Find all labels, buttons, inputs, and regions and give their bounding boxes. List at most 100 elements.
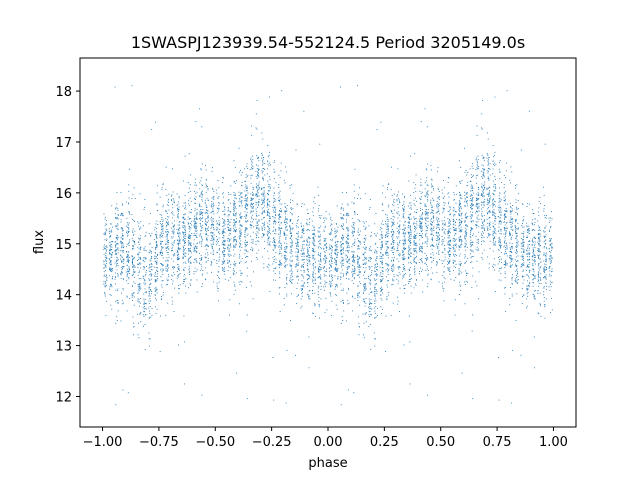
data-point bbox=[421, 214, 423, 216]
data-point bbox=[494, 217, 496, 219]
data-point bbox=[422, 242, 424, 244]
data-point bbox=[470, 236, 472, 238]
data-point bbox=[127, 255, 129, 257]
data-point bbox=[274, 220, 276, 221]
data-point bbox=[517, 208, 519, 210]
data-point bbox=[188, 261, 190, 262]
data-point bbox=[420, 182, 422, 184]
data-point bbox=[137, 274, 139, 276]
data-point bbox=[174, 287, 176, 289]
data-point bbox=[137, 289, 139, 291]
data-point bbox=[296, 226, 298, 228]
data-point bbox=[121, 245, 123, 247]
data-point bbox=[453, 199, 455, 201]
data-point bbox=[244, 236, 246, 238]
data-point bbox=[138, 241, 140, 243]
data-point bbox=[410, 235, 412, 237]
data-point bbox=[447, 241, 449, 243]
data-point bbox=[414, 218, 416, 219]
data-point bbox=[223, 210, 225, 212]
data-point bbox=[402, 243, 404, 245]
data-point bbox=[399, 201, 401, 203]
data-point bbox=[155, 256, 157, 258]
data-point bbox=[323, 248, 325, 250]
data-point bbox=[264, 240, 266, 242]
data-point bbox=[393, 246, 395, 248]
data-point bbox=[453, 228, 455, 230]
data-point bbox=[527, 244, 529, 246]
data-point bbox=[273, 171, 275, 173]
data-point bbox=[464, 197, 466, 199]
data-point bbox=[105, 223, 107, 225]
data-point bbox=[374, 291, 376, 292]
data-point bbox=[385, 234, 387, 236]
data-point bbox=[531, 230, 533, 231]
data-point bbox=[205, 233, 207, 235]
data-point bbox=[297, 259, 299, 261]
data-point bbox=[104, 232, 106, 234]
data-point bbox=[211, 226, 213, 228]
data-point bbox=[106, 285, 107, 287]
data-point bbox=[419, 226, 421, 228]
data-point bbox=[337, 240, 339, 242]
data-point bbox=[162, 183, 164, 185]
data-point bbox=[289, 219, 291, 221]
data-point bbox=[335, 253, 337, 255]
data-point bbox=[347, 250, 349, 252]
data-point bbox=[166, 224, 168, 226]
data-point bbox=[447, 218, 449, 220]
data-point bbox=[126, 310, 128, 312]
data-point bbox=[185, 278, 187, 279]
data-point bbox=[274, 242, 276, 244]
data-point bbox=[122, 215, 124, 217]
data-point bbox=[374, 249, 376, 251]
data-point bbox=[216, 262, 218, 264]
data-point bbox=[346, 270, 348, 272]
data-point bbox=[500, 279, 502, 281]
data-point bbox=[386, 228, 388, 230]
data-point bbox=[538, 274, 539, 276]
data-point bbox=[143, 282, 145, 284]
data-point bbox=[301, 274, 303, 276]
data-point bbox=[329, 271, 331, 273]
data-point bbox=[437, 236, 439, 238]
data-point bbox=[453, 209, 455, 211]
data-point bbox=[183, 268, 185, 270]
data-point bbox=[515, 208, 517, 210]
data-point bbox=[512, 205, 514, 206]
data-point bbox=[464, 171, 466, 173]
data-point bbox=[295, 266, 297, 268]
data-point bbox=[343, 243, 344, 245]
data-point bbox=[306, 244, 308, 245]
data-point bbox=[296, 264, 298, 266]
data-point bbox=[510, 249, 511, 251]
data-point bbox=[173, 253, 175, 255]
data-point bbox=[311, 220, 313, 222]
data-point bbox=[325, 261, 327, 263]
data-point bbox=[470, 217, 472, 219]
data-point bbox=[303, 254, 305, 256]
data-point bbox=[371, 303, 373, 305]
data-point bbox=[482, 174, 484, 176]
data-point bbox=[475, 212, 477, 214]
data-point bbox=[133, 276, 135, 278]
data-point bbox=[385, 351, 387, 352]
data-point bbox=[224, 240, 226, 242]
data-point bbox=[183, 231, 185, 233]
data-point bbox=[281, 264, 283, 266]
data-point bbox=[280, 222, 282, 224]
data-point bbox=[306, 240, 308, 242]
data-point bbox=[458, 230, 460, 232]
data-point bbox=[154, 273, 156, 275]
data-point bbox=[539, 292, 541, 294]
data-point bbox=[167, 268, 168, 270]
data-point bbox=[543, 297, 545, 298]
data-point bbox=[421, 223, 422, 225]
data-point bbox=[483, 189, 485, 191]
data-point bbox=[202, 209, 204, 210]
data-point bbox=[117, 303, 119, 304]
data-point bbox=[273, 279, 274, 281]
data-point bbox=[267, 193, 269, 195]
data-point bbox=[200, 255, 202, 257]
data-point bbox=[475, 224, 477, 226]
